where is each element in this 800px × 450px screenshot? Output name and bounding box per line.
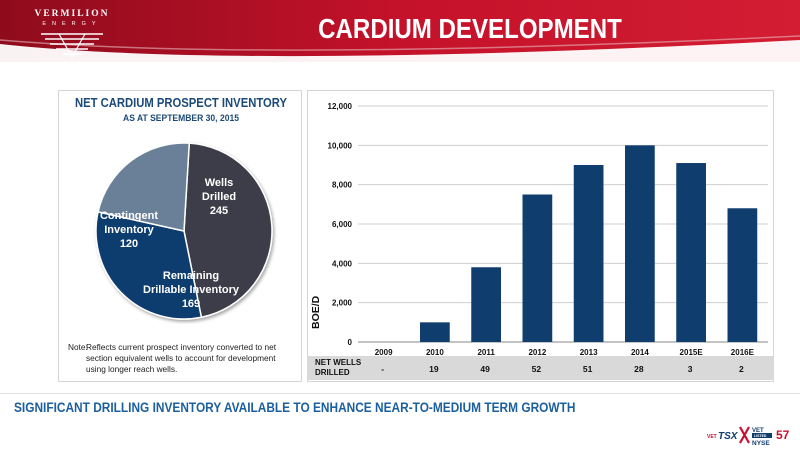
footnote-key: Note: (68, 342, 88, 352)
y-tick-label: 8,000 (332, 181, 353, 190)
logo-brand: VERMILION (34, 9, 110, 19)
net-wells-value: 28 (634, 364, 644, 374)
pie-label-line: Drillable Inventory (143, 284, 239, 296)
pie-slice-remaining-inventory (95, 210, 203, 320)
net-wells-value: 52 (531, 364, 542, 374)
net-wells-value: 51 (582, 364, 593, 374)
bar-2014 (625, 145, 655, 342)
footer-divider (0, 393, 800, 394)
pie-slice-contingent-inventory (97, 142, 191, 232)
pie-label-line: Drilled (201, 191, 237, 203)
net-wells-label-line: NET WELLS (315, 358, 362, 367)
net-wells-drilled-row: NET WELLS DRILLED - 19 49 52 51 28 3 2 (307, 356, 774, 380)
x-tick-label: 2011 (477, 348, 495, 357)
net-wells-value: 49 (480, 364, 490, 374)
header-background (0, 0, 800, 62)
ticker-right-top: VET (752, 428, 764, 434)
page-title: CARDIUM DEVELOPMENT (318, 13, 622, 44)
pie-label-line: Wells (204, 177, 234, 189)
header-banner: VERMILION ENERGY CARDIUM DEVELOPMENT (0, 0, 800, 62)
bar-2011 (471, 267, 501, 342)
ticker-right-bottom: NYSE (752, 440, 770, 447)
pie-panel-subtitle: AS AT SEPTEMBER 30, 2015 (123, 113, 239, 124)
pie-label-value: 245 (209, 205, 229, 217)
net-wells-label-line: DRILLED (315, 368, 350, 377)
net-wells-value: 3 (687, 364, 693, 374)
ticker-tsx: TSX (718, 431, 739, 442)
y-tick-label: 6,000 (332, 220, 353, 229)
production-bar-chart: 0 2,000 4,000 6,000 8,000 10,000 12,000 2009 201… (328, 102, 768, 357)
net-wells-value: - (381, 364, 385, 374)
pie-label-line: Remaining (162, 270, 220, 282)
tagline: SIGNIFICANT DRILLING INVENTORY AVAILABLE… (14, 400, 576, 415)
pie-slice-wells-drilled (183, 142, 273, 319)
logo-emblem-icon (41, 33, 103, 58)
x-tick-label: 2012 (528, 348, 546, 357)
pie-label-wells-drilled: Wells Drilled 245 (189, 176, 249, 218)
net-wells-value: 19 (429, 364, 439, 374)
page-number: 57 (776, 428, 790, 442)
x-tick-label: 2015E (680, 348, 704, 357)
prospect-inventory-pie (95, 142, 273, 320)
production-chart-panel: 0 2,000 4,000 6,000 8,000 10,000 12,000 2009 201… (307, 90, 774, 382)
bar-2016E (727, 208, 758, 342)
x-tick-label: 2016E (731, 348, 755, 357)
bar-2010 (420, 322, 450, 342)
net-wells-label: NET WELLS DRILLED (315, 358, 361, 378)
y-tick-label: 0 (348, 338, 353, 347)
ticker-cross-icon (739, 426, 750, 444)
ticker-left: VET (707, 434, 717, 440)
y-tick-label: 4,000 (332, 259, 353, 268)
net-wells-value: 2 (739, 364, 744, 374)
pie-label-contingent: Contingent Inventory 120 (91, 209, 167, 251)
y-tick-label: 12,000 (328, 102, 353, 111)
bar-2012 (522, 194, 553, 342)
x-tick-label: 2010 (426, 348, 444, 357)
x-tick-label: 2009 (375, 348, 393, 357)
vermilion-logo: VERMILION ENERGY (22, 6, 122, 60)
pie-label-line: Inventory (104, 224, 154, 236)
pie-label-line: Contingent (99, 210, 159, 222)
pie-label-value: 169 (181, 298, 201, 310)
pie-panel: NET CARDIUM PROSPECT INVENTORY AS AT SEP… (58, 90, 302, 382)
pie-label-value: 120 (119, 238, 139, 250)
logo-subtitle: ENERGY (42, 21, 102, 27)
y-axis-label: BOE/D (310, 295, 322, 329)
x-tick-label: 2014 (631, 348, 649, 357)
bar-2013 (573, 165, 604, 342)
x-tick-label: 2013 (580, 348, 598, 357)
y-tick-label: 2,000 (332, 299, 353, 308)
ticker-right-mid: LISTED (754, 434, 767, 438)
pie-panel-title: NET CARDIUM PROSPECT INVENTORY (75, 96, 287, 110)
pie-label-remaining: Remaining Drillable Inventory 169 (131, 269, 251, 311)
exchange-listing-logo: VET TSX VET LISTED NYSE (707, 426, 772, 447)
y-tick-label: 10,000 (328, 141, 353, 150)
bar-2015E (676, 163, 706, 342)
footnote-text: Reflects current prospect inventory conv… (86, 342, 277, 374)
